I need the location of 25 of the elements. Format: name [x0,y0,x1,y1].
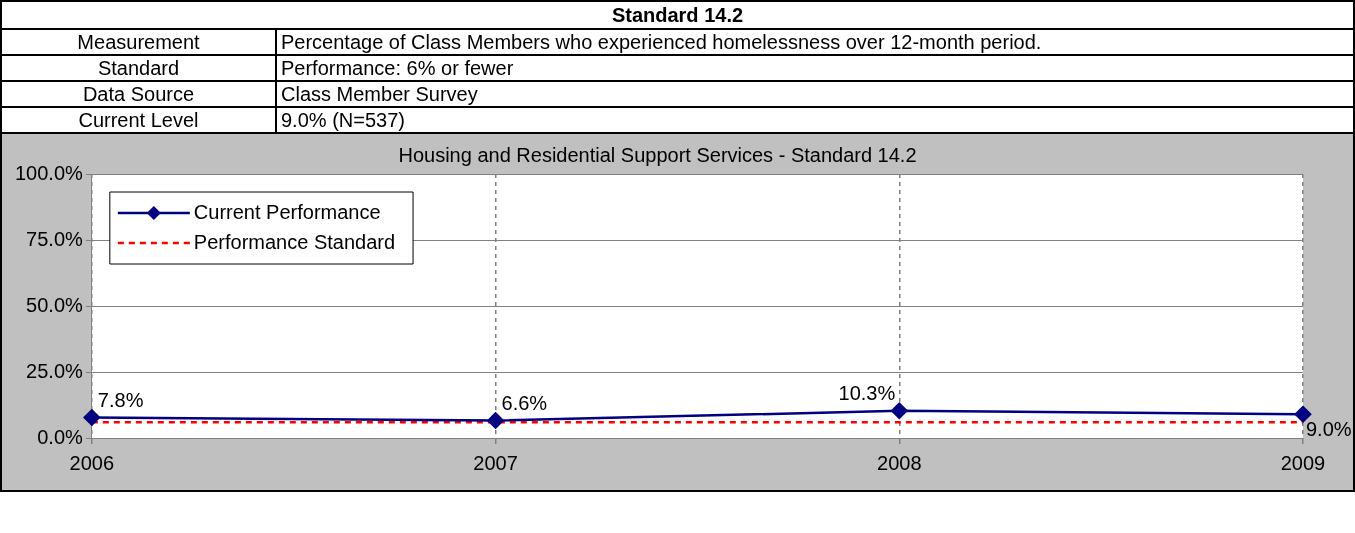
text: Standard 14.2 [1,1,1354,29]
y-tick-label: 75.0% [26,227,84,250]
y-tick-label: 50.0% [26,293,84,316]
x-tick-label: 2006 [69,451,115,474]
chart-title: Housing and Residential Support Services - Standard 14.2 [398,143,917,166]
legend-label: Current Performance [193,200,381,223]
data-label: 9.0% [1306,417,1352,440]
y-tick-label: 25.0% [26,359,84,382]
data-label: 7.8% [97,388,144,411]
text: Class Member Survey [276,81,1354,107]
data-label: 6.6% [501,392,548,415]
data-label: 10.3% [838,382,896,405]
x-tick-label: 2009 [1280,451,1326,474]
text: Current Level [1,107,276,133]
text: Data Source [1,81,276,107]
x-tick-label: 2008 [877,451,922,474]
legend-label: Performance Standard [193,230,396,253]
text: Measurement [1,29,276,55]
text: 9.0% (N=537) [276,107,1354,133]
text: Performance: 6% or fewer [276,55,1354,81]
text: Percentage of Class Members who experienced homelessness over 12-month period. [276,29,1354,55]
y-tick-label: 0.0% [37,425,84,448]
text: Standard [1,55,276,81]
x-tick-label: 2007 [473,451,518,474]
y-tick-label: 100.0% [14,161,84,184]
